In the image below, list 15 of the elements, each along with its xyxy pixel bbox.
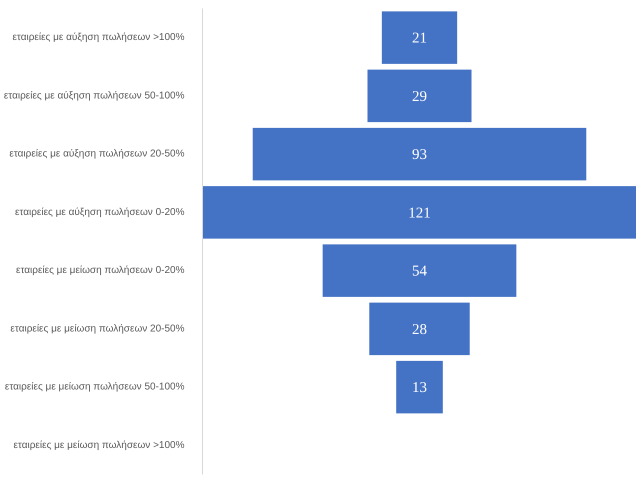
data-label: 29 — [412, 88, 427, 105]
category-label: εταιρείες με αύξηση πωλήσεων 50-100% — [4, 90, 185, 102]
data-label: 13 — [412, 380, 427, 396]
category-label: εταιρείες με μείωση πωλήσεων 0-20% — [16, 265, 185, 276]
category-label: εταιρείες με αύξηση πωλήσεων 0-20% — [14, 206, 185, 218]
data-label: 21 — [412, 30, 427, 47]
category-label: εταιρείες με μείωση πωλήσεων 20-50% — [10, 323, 185, 334]
category-label: εταιρείες με μείωση πωλήσεων >100% — [13, 440, 185, 451]
data-label: 54 — [412, 264, 428, 280]
data-label: 93 — [412, 147, 427, 164]
data-label: 28 — [412, 322, 427, 338]
category-label: εταιρείες με αύξηση πωλήσεων >100% — [12, 32, 185, 44]
data-label: 121 — [408, 205, 431, 222]
category-label: εταιρείες με αύξηση πωλήσεων 20-50% — [9, 148, 185, 160]
category-label: εταιρείες με μείωση πωλήσεων 50-100% — [4, 382, 185, 393]
